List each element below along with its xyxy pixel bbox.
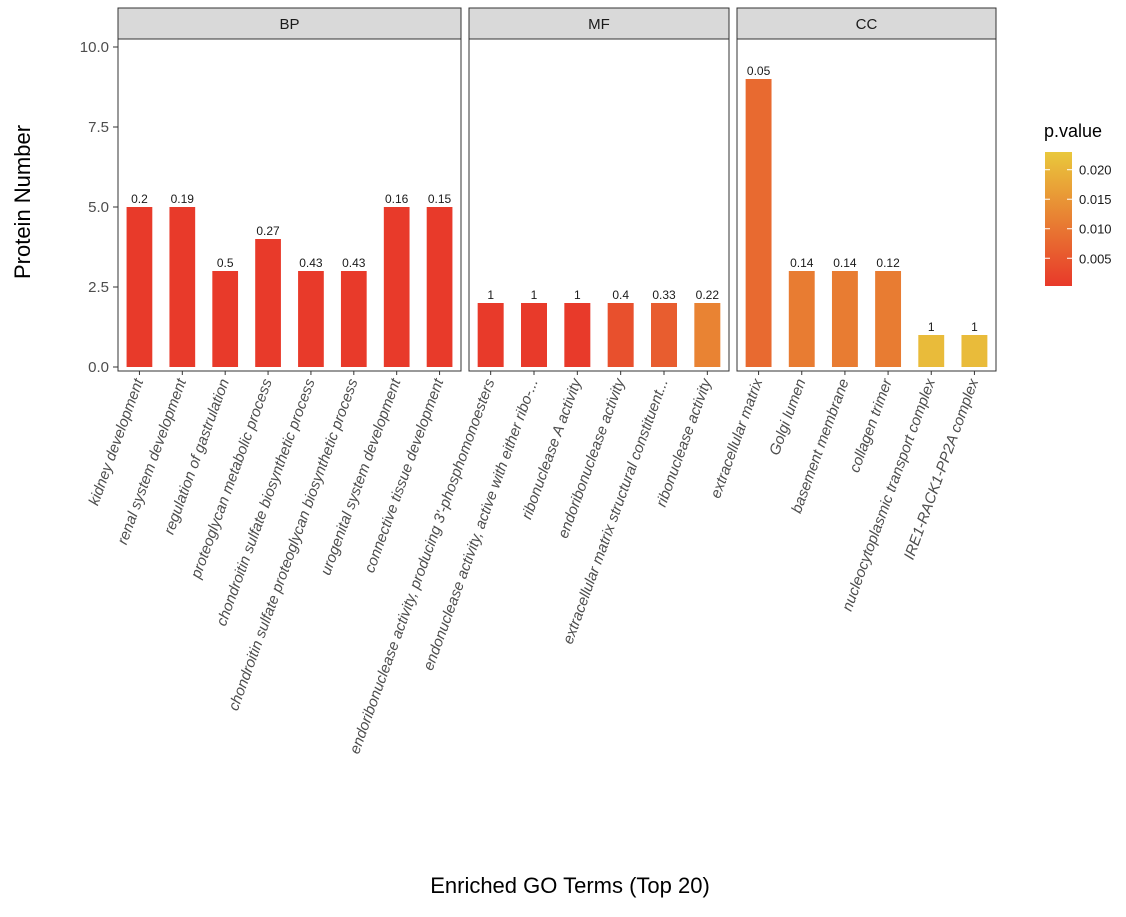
legend-colorbar <box>1045 152 1072 286</box>
bar <box>340 271 367 367</box>
bar <box>875 271 902 367</box>
legend-tick-label: 0.015 <box>1079 192 1112 207</box>
strip-label: MF <box>588 16 610 33</box>
legend-tick-label: 0.020 <box>1079 163 1112 178</box>
x-tick-label: Golgi lumen <box>766 377 809 458</box>
bar-label: 0.27 <box>256 224 280 238</box>
bar <box>651 303 677 367</box>
bar-label: 0.43 <box>299 256 323 270</box>
y-axis-title: Protein Number <box>10 125 35 279</box>
bar <box>961 335 988 367</box>
x-axis-title: Enriched GO Terms (Top 20) <box>430 873 710 898</box>
y-axis: 0.0 2.5 5.0 7.5 10.0 <box>80 39 118 376</box>
bar <box>426 207 453 367</box>
bar-label: 1 <box>971 320 978 334</box>
bar <box>477 303 504 367</box>
bar-label: 0.33 <box>652 288 676 302</box>
bar-label: 0.15 <box>428 192 452 206</box>
bar-label: 0.16 <box>385 192 409 206</box>
bar <box>169 207 196 367</box>
strip-label: CC <box>856 16 878 33</box>
bar-label: 0.4 <box>612 288 629 302</box>
bar-label: 0.14 <box>833 256 857 270</box>
bar <box>126 207 153 367</box>
x-tick-label: urogenital system development <box>317 376 404 578</box>
x-tick-label: extracellular matrix <box>707 376 766 501</box>
legend-tick-label: 0.005 <box>1079 251 1112 266</box>
bar <box>212 271 239 367</box>
panel-frame <box>736 38 997 372</box>
bar-label: 0.2 <box>131 192 148 206</box>
strip-bp <box>117 7 462 40</box>
legend-title: p.value <box>1044 121 1102 141</box>
y-tick-label: 5.0 <box>88 199 109 216</box>
bar <box>745 79 772 367</box>
strip-mf <box>468 7 730 40</box>
bar <box>918 335 945 367</box>
bar <box>383 207 410 367</box>
y-tick-label: 2.5 <box>88 279 109 296</box>
y-tick-label: 0.0 <box>88 359 109 376</box>
panel-cc: CC 0.05 extracellular matrix 0.14 Golgi lume… <box>707 7 997 613</box>
bar <box>255 239 281 367</box>
legend-tick-label: 0.010 <box>1079 222 1112 237</box>
legend: p.value 0.020 0.015 0.010 0.005 <box>1044 121 1112 286</box>
bar <box>564 303 591 367</box>
bar-label: 0.19 <box>171 192 195 206</box>
bar-label: 1 <box>487 288 494 302</box>
bar <box>788 271 815 367</box>
bar-label: 1 <box>531 288 538 302</box>
bar-label: 1 <box>928 320 935 334</box>
strip-label: BP <box>279 16 299 33</box>
bar-label: 0.43 <box>342 256 366 270</box>
bar <box>521 303 547 367</box>
y-tick-label: 10.0 <box>80 39 109 56</box>
y-tick-label: 7.5 <box>88 119 109 136</box>
bar-label: 0.5 <box>217 256 234 270</box>
bar-label: 0.05 <box>747 64 771 78</box>
bar <box>694 303 721 367</box>
bar <box>831 271 858 367</box>
bar <box>298 271 324 367</box>
x-tick-label: proteoglycan metabolic process <box>187 376 276 581</box>
x-tick-label: collagen trimer <box>846 376 896 475</box>
bar-label: 0.14 <box>790 256 814 270</box>
bar-label: 1 <box>574 288 581 302</box>
bar-label: 0.12 <box>876 256 900 270</box>
bar-label: 0.22 <box>696 288 720 302</box>
bar <box>607 303 634 367</box>
panel-frame <box>468 38 730 372</box>
